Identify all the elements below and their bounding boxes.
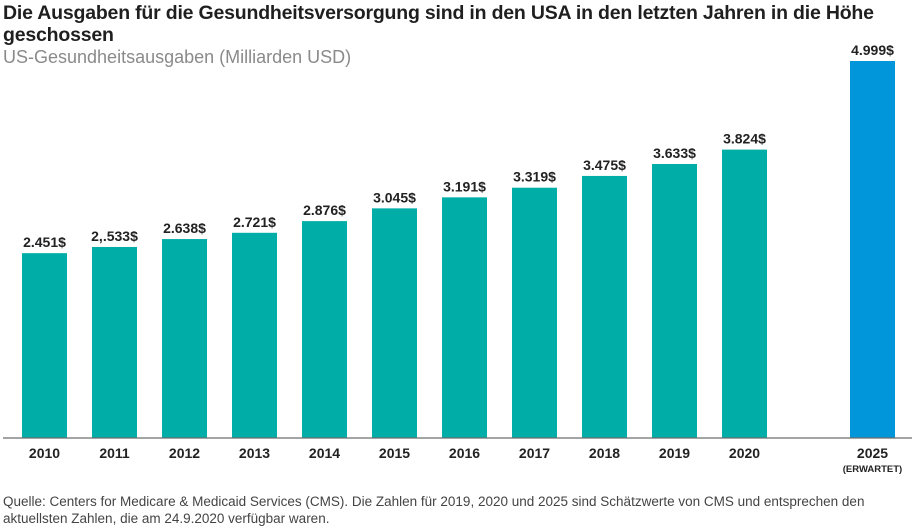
x-tick-labels-group: 2010 2011 2012 2013 2014 2015 2016 2017 2018 2019…: [29, 445, 902, 475]
bar-2016: [442, 197, 487, 438]
bar-2019: [652, 164, 697, 438]
x-tick-label-2018: 2018: [589, 445, 620, 461]
data-label-2017: 3.319$: [513, 169, 556, 185]
x-tick-label-2025: 2025: [857, 445, 888, 461]
bar-2012: [162, 239, 207, 438]
x-tick-label-2019: 2019: [659, 445, 690, 461]
x-tick-label-2011: 2011: [99, 445, 130, 461]
data-labels-group: 2.451$ 2,.533$ 2.638$ 2.721$ 2.876$ 3.045$ 3.1…: [23, 42, 894, 250]
data-label-2015: 3.045$: [373, 189, 416, 205]
x-tick-label-2020: 2020: [729, 445, 760, 461]
data-label-2012: 2.638$: [163, 220, 206, 236]
bars-group: [22, 61, 895, 438]
bar-chart: 2.451$ 2,.533$ 2.638$ 2.721$ 2.876$ 3.045$ 3.1…: [3, 42, 912, 475]
x-tick-label-2016: 2016: [449, 445, 480, 461]
data-label-2010: 2.451$: [23, 234, 66, 250]
bar-2025: [850, 61, 895, 438]
bar-2010: [22, 253, 67, 438]
bar-2018: [582, 175, 627, 438]
x-tick-label-2010: 2010: [29, 445, 60, 461]
data-label-2025: 4.999$: [851, 42, 894, 58]
source-footnote: Quelle: Centers for Medicare & Medicaid …: [3, 494, 865, 526]
data-label-2014: 2.876$: [303, 202, 346, 218]
chart-title: Die Ausgaben für die Gesundheitsversorgu…: [3, 2, 874, 46]
x-tick-label-2013: 2013: [239, 445, 270, 461]
data-label-2013: 2.721$: [233, 214, 276, 230]
bar-2017: [512, 187, 557, 438]
data-label-2016: 3.191$: [443, 178, 486, 194]
bar-2013: [232, 232, 277, 438]
data-label-2018: 3.475$: [583, 157, 626, 173]
x-tick-label-2012: 2012: [169, 445, 200, 461]
bar-2011: [92, 246, 137, 438]
x-tick-label-2017: 2017: [519, 445, 550, 461]
data-label-2019: 3.633$: [653, 145, 696, 161]
bar-2014: [302, 221, 347, 438]
chart-subtitle: US-Gesundheitsausgaben (Milliarden USD): [3, 47, 352, 67]
x-tick-label-2014: 2014: [309, 445, 340, 461]
data-label-2011: 2,.533$: [91, 228, 138, 244]
x-tick-sublabel-2025: (ERWARTET): [843, 464, 902, 475]
bar-2015: [372, 208, 417, 438]
data-label-2020: 3.824$: [723, 131, 766, 147]
bar-2020: [722, 149, 767, 438]
x-tick-label-2015: 2015: [379, 445, 410, 461]
